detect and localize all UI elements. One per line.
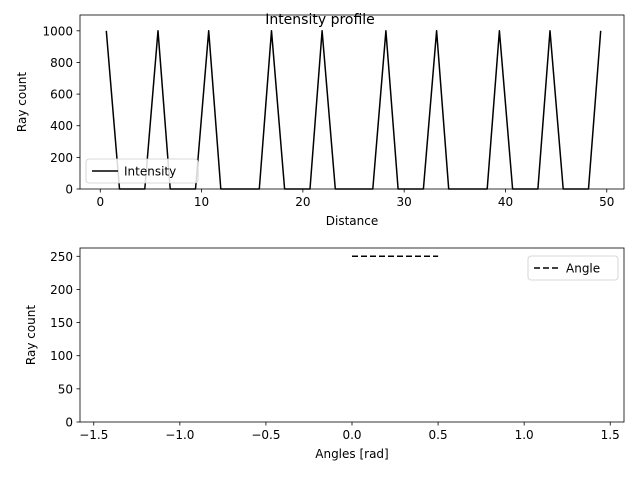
x-tick-label: 1.0 — [515, 428, 534, 442]
x-tick-label: 0 — [96, 195, 104, 209]
y-tick-label: 250 — [50, 250, 73, 264]
legend: Intensity — [85, 158, 199, 184]
y-tick-label: 800 — [50, 56, 73, 70]
axes-frame — [79, 14, 625, 190]
y-tick-label: 600 — [50, 88, 73, 102]
y-tick-label: 0 — [65, 183, 73, 197]
x-axis-label: Angles [rad] — [315, 447, 388, 461]
x-tick-label: 1.5 — [601, 428, 620, 442]
x-tick-label: 0.5 — [429, 428, 448, 442]
legend-box — [527, 255, 619, 281]
x-tick-label: 10 — [194, 195, 209, 209]
y-tick-label: 200 — [50, 283, 73, 297]
legend: Angle — [527, 255, 619, 281]
y-tick-label: 400 — [50, 119, 73, 133]
x-tick-label: 50 — [599, 195, 614, 209]
y-tick-label: 1000 — [42, 24, 73, 38]
y-tick-label: 0 — [65, 416, 73, 430]
plot-angle-distribution: −1.5 −1.0 −0.5 0.0 0.5 1.0 1.5 0 50 100 150 200 250 A… — [24, 247, 625, 461]
y-tick-label: 100 — [50, 349, 73, 363]
legend-box — [85, 158, 199, 184]
x-axis-label: Distance — [326, 214, 378, 228]
x-tick-label: −1.5 — [79, 428, 108, 442]
y-axis-label: Ray count — [24, 305, 38, 365]
x-tick-label: −1.0 — [165, 428, 194, 442]
y-tick-label: 50 — [58, 382, 73, 396]
y-axis-label: Ray count — [15, 72, 29, 132]
x-tick-label: 40 — [498, 195, 513, 209]
x-tick-label: −0.5 — [251, 428, 280, 442]
legend-label-0: Intensity — [124, 165, 176, 179]
x-tick-label: 0.0 — [342, 428, 361, 442]
x-tick-label: 20 — [295, 195, 310, 209]
y-tick-label: 150 — [50, 316, 73, 330]
plot-intensity-profile: 0 10 20 30 40 50 0 200 400 600 800 1000 Distance Ray … — [15, 14, 625, 228]
x-tick-label: 30 — [397, 195, 412, 209]
legend-label-0: Angle — [566, 262, 600, 276]
y-tick-label: 200 — [50, 151, 73, 165]
figure-title: Intensity profile — [265, 12, 375, 28]
